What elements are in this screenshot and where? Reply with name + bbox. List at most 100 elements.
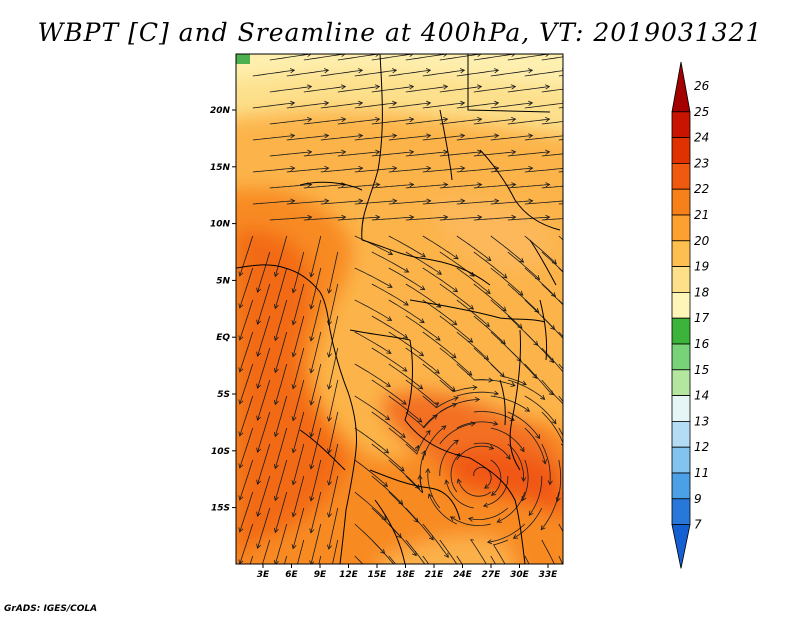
streamline-arrow xyxy=(323,68,330,74)
streamline-arrow xyxy=(460,165,466,172)
lon-label: 27E xyxy=(482,570,502,580)
streamline xyxy=(507,86,550,93)
streamline xyxy=(439,118,482,125)
lon-label: 6E xyxy=(285,570,298,580)
streamline xyxy=(371,379,407,405)
streamline-arrow xyxy=(375,214,381,220)
streamline-arrow xyxy=(291,384,297,390)
streamline-arrow xyxy=(436,270,442,275)
streamline xyxy=(541,411,563,444)
streamline xyxy=(371,118,414,125)
streamline xyxy=(422,102,465,109)
streamline-arrow xyxy=(324,133,330,139)
streamline-arrow xyxy=(273,335,279,342)
streamline-arrow xyxy=(573,590,577,595)
streamline-arrow xyxy=(596,134,600,138)
streamline xyxy=(292,347,305,389)
streamline-arrow xyxy=(309,368,315,374)
streamline xyxy=(405,379,439,405)
streamline xyxy=(388,523,417,556)
streamline-arrow xyxy=(392,198,398,204)
streamline-arrow xyxy=(527,68,534,74)
lon-label: 21E xyxy=(425,570,445,580)
streamline-arrow xyxy=(273,527,279,534)
colorbar-swatch xyxy=(671,188,691,216)
streamline-arrow xyxy=(502,273,508,279)
streamline-arrow xyxy=(511,117,517,123)
streamline-arrow xyxy=(327,288,332,294)
streamline xyxy=(497,491,526,523)
streamline xyxy=(388,395,422,423)
streamline-arrow xyxy=(496,518,502,523)
colorbar-label: 24 xyxy=(694,131,709,145)
streamline-arrow xyxy=(238,527,244,533)
longitude-axis: 3E 6E 9E 12E 15E 18E 21E 24E 27E 30E 33E xyxy=(257,564,558,580)
streamline-arrow xyxy=(597,409,601,414)
streamline-arrow xyxy=(291,320,297,326)
streamline xyxy=(576,54,618,60)
streamline xyxy=(422,523,449,558)
streamline xyxy=(354,427,389,454)
streamline-arrow xyxy=(443,182,449,188)
streamline-arrow xyxy=(238,431,244,437)
streamline-arrow xyxy=(256,351,262,357)
streamline-arrow xyxy=(460,198,466,204)
streamline xyxy=(310,235,322,277)
streamline-arrow xyxy=(452,320,458,326)
streamline xyxy=(337,184,380,189)
streamline xyxy=(405,151,448,157)
streamline xyxy=(269,54,312,61)
streamline-arrow xyxy=(273,271,279,278)
streamline-arrow xyxy=(567,309,571,313)
streamline xyxy=(286,167,329,173)
streamline-arrow xyxy=(238,399,244,405)
streamline-arrow xyxy=(327,544,332,550)
streamline xyxy=(473,184,516,189)
colorbar-label: 18 xyxy=(694,285,710,299)
streamline-arrow xyxy=(375,149,381,155)
streamline xyxy=(456,421,498,429)
streamline-arrow xyxy=(545,182,551,188)
streamline xyxy=(405,118,448,125)
streamline xyxy=(337,54,380,61)
streamline-arrow xyxy=(596,442,600,447)
streamline xyxy=(328,283,339,326)
streamline xyxy=(328,475,339,518)
streamline xyxy=(524,102,563,109)
streamline-arrow xyxy=(413,517,419,523)
streamline-arrow xyxy=(358,133,364,139)
streamline-arrow xyxy=(291,480,297,486)
streamline-arrow xyxy=(584,293,588,298)
streamline xyxy=(371,411,406,438)
streamline xyxy=(354,167,397,173)
streamline xyxy=(490,69,533,77)
streamline-arrow xyxy=(306,84,313,90)
streamline-arrow xyxy=(399,466,405,472)
streamline-arrow xyxy=(358,100,364,106)
colorbar-swatch xyxy=(671,266,691,293)
streamline xyxy=(456,267,491,294)
streamline-arrow xyxy=(386,349,392,354)
streamline xyxy=(456,445,494,461)
streamline xyxy=(422,267,458,293)
streamline-arrow xyxy=(324,198,330,204)
streamline-arrow xyxy=(309,528,315,534)
streamline-arrow xyxy=(238,495,244,501)
streamline xyxy=(558,139,563,141)
streamline-arrow xyxy=(391,68,398,74)
colorbar: 26 25 24 23 22 21 20 19 18 17 16 15 14 13 12 11 9 7 xyxy=(671,61,710,569)
streamline xyxy=(487,523,526,543)
streamline xyxy=(303,184,346,189)
streamline-arrow xyxy=(484,322,490,328)
streamline-arrow xyxy=(613,117,617,121)
streamline-arrow xyxy=(545,214,551,220)
streamline xyxy=(576,184,618,188)
streamline-arrow xyxy=(256,543,262,549)
streamline-arrow xyxy=(490,490,497,496)
streamline-arrow xyxy=(551,419,557,425)
lon-label: 12E xyxy=(339,570,359,580)
lat-label: EQ xyxy=(216,333,230,343)
streamline-arrow xyxy=(290,165,296,172)
streamline xyxy=(354,491,387,521)
streamline xyxy=(576,380,601,414)
